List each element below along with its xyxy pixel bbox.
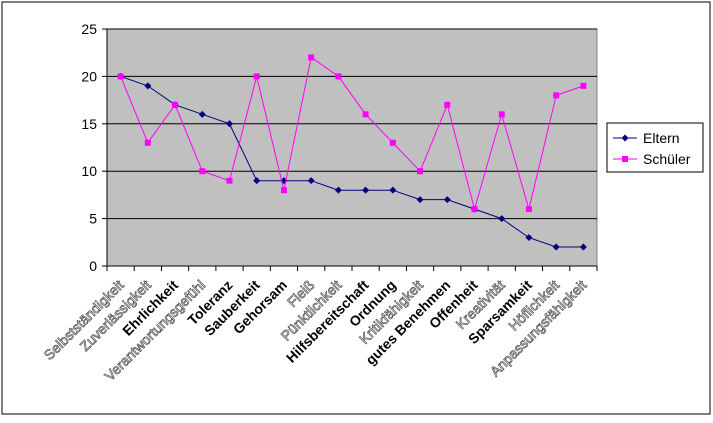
data-point bbox=[280, 187, 287, 194]
series-group bbox=[117, 54, 587, 251]
data-point bbox=[308, 54, 315, 61]
gridlines bbox=[107, 28, 597, 220]
data-point bbox=[579, 243, 587, 251]
data-point bbox=[253, 177, 261, 185]
legend-label: Schüler bbox=[643, 151, 691, 167]
data-point bbox=[417, 168, 424, 175]
data-point bbox=[253, 73, 260, 80]
data-point bbox=[307, 177, 315, 185]
plot-area bbox=[106, 28, 598, 267]
data-point bbox=[552, 243, 560, 251]
y-tick-label: 0 bbox=[89, 258, 97, 274]
legend: Eltern Schüler bbox=[606, 122, 704, 173]
data-point bbox=[553, 92, 560, 99]
data-point bbox=[471, 206, 478, 213]
data-point bbox=[117, 73, 124, 80]
y-tick-label: 10 bbox=[81, 163, 97, 179]
data-point bbox=[416, 196, 424, 204]
data-point bbox=[525, 206, 532, 213]
data-point bbox=[226, 177, 233, 184]
y-tick-label: 25 bbox=[81, 21, 97, 37]
data-point bbox=[172, 101, 179, 108]
data-point bbox=[389, 139, 396, 146]
data-point bbox=[199, 168, 206, 175]
data-point bbox=[335, 73, 342, 80]
data-point bbox=[444, 101, 451, 108]
data-point bbox=[389, 186, 397, 194]
data-point bbox=[144, 82, 152, 90]
y-tick-label: 20 bbox=[81, 68, 97, 84]
data-point bbox=[498, 215, 506, 223]
series-line bbox=[120, 75, 584, 248]
legend-label: Eltern bbox=[643, 130, 680, 146]
y-tick-label: 15 bbox=[81, 116, 97, 132]
data-point bbox=[334, 186, 342, 194]
series-line bbox=[120, 56, 584, 212]
data-point bbox=[525, 234, 533, 242]
legend-box bbox=[606, 122, 704, 173]
data-point bbox=[498, 111, 505, 118]
data-point bbox=[362, 186, 370, 194]
data-point bbox=[144, 139, 151, 146]
data-point bbox=[443, 196, 451, 204]
legend-marker bbox=[622, 156, 628, 162]
data-point bbox=[362, 111, 369, 118]
y-tick-label: 5 bbox=[89, 211, 97, 227]
data-point bbox=[580, 82, 587, 89]
data-point bbox=[226, 120, 233, 128]
data-point bbox=[198, 110, 206, 118]
legend-marker bbox=[621, 134, 629, 142]
